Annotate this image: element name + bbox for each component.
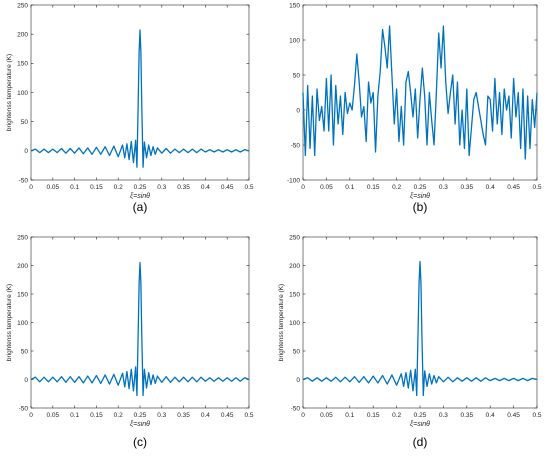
x-tick-label: 0.15 (90, 412, 103, 419)
x-tick-label: 0.35 (177, 184, 190, 191)
y-tick-label: 200 (289, 263, 300, 270)
x-tick-label: 0.2 (392, 184, 401, 191)
x-tick-label: 0.3 (157, 184, 166, 191)
y-tick-label: 50 (293, 72, 301, 79)
panel-a: 0 0.05 0.1 0.15 0.2 0.25 0.3 0.35 0.4 0.45 0.5-500… (6, 2, 254, 214)
x-tick-label: 0.35 (460, 412, 473, 419)
x-tick-label: 0.05 (46, 184, 59, 191)
x-tick-label: 0.25 (134, 412, 147, 419)
panel-caption: (a) (133, 200, 148, 214)
x-tick-label: 0 (301, 184, 305, 191)
y-tick-label: -100 (287, 177, 300, 184)
y-axis-label: brightenss temperature (K) (278, 284, 285, 361)
y-tick-label: 100 (289, 37, 300, 44)
x-tick-label: 0.25 (134, 184, 147, 191)
x-tick-label: 0.2 (114, 184, 123, 191)
x-tick-label: 0.5 (532, 412, 541, 419)
series-line (302, 25, 538, 160)
x-axis-label: ξ=sinθ (410, 193, 430, 200)
series-line (30, 261, 250, 397)
x-tick-label: 0.1 (70, 412, 79, 419)
x-tick-label: 0.5 (244, 184, 253, 191)
y-tick-label: 150 (17, 291, 28, 298)
y-tick-label: 150 (17, 61, 28, 68)
x-tick-label: 0.05 (320, 412, 333, 419)
panel-b: 0 0.05 0.1 0.15 0.2 0.25 0.3 0.35 0.4 0.45 0.5 -100… (287, 2, 542, 214)
y-tick-label: 250 (17, 2, 28, 9)
x-tick-label: 0.4 (201, 412, 210, 419)
x-tick-label: 0.3 (157, 412, 166, 419)
x-axis-label: ξ=sinθ (130, 421, 150, 428)
x-tick-label: 0.45 (221, 184, 234, 191)
panel-caption: (b) (413, 200, 428, 214)
x-tick-label: 0.2 (392, 412, 401, 419)
x-tick-label: 0.15 (367, 412, 380, 419)
x-tick-label: 0.25 (414, 184, 427, 191)
x-tick-label: 0.45 (221, 412, 234, 419)
x-tick-label: 0.25 (414, 412, 427, 419)
panel-caption: (c) (133, 435, 147, 449)
y-tick-label: -50 (291, 142, 301, 149)
x-axis-label: ξ=sinθ (130, 193, 150, 200)
x-tick-label: 0.45 (507, 412, 520, 419)
y-tick-label: 0 (24, 148, 28, 155)
panel-caption: (d) (413, 435, 428, 449)
y-tick-label: 0 (296, 377, 300, 384)
x-tick-label: 0.1 (70, 184, 79, 191)
y-tick-label: 150 (289, 291, 300, 298)
x-tick-label: 0.15 (90, 184, 103, 191)
series-line (30, 29, 250, 168)
x-tick-label: 0.4 (486, 412, 495, 419)
y-axis-label: brightenss temperature (K) (6, 284, 13, 361)
y-tick-label: 50 (21, 119, 29, 126)
x-tick-label: 0.3 (439, 184, 448, 191)
y-tick-label: -50 (291, 405, 301, 412)
y-tick-label: 100 (17, 320, 28, 327)
y-tick-label: 0 (24, 377, 28, 384)
series-line (302, 260, 538, 397)
x-axis-label: ξ=sinθ (410, 421, 430, 428)
x-tick-label: 0.05 (320, 184, 333, 191)
x-tick-label: 0.5 (244, 412, 253, 419)
y-tick-label: 0 (296, 107, 300, 114)
x-tick-label: 0.2 (114, 412, 123, 419)
x-tick-label: 0 (29, 412, 33, 419)
y-tick-label: -50 (19, 177, 29, 184)
y-tick-label: 200 (17, 31, 28, 38)
y-tick-label: 50 (293, 348, 301, 355)
y-axis-label: brightenss temperature (K) (6, 54, 13, 131)
x-tick-label: 0.4 (486, 184, 495, 191)
x-tick-label: 0.5 (532, 184, 541, 191)
y-tick-label: 250 (17, 234, 28, 241)
x-tick-label: 0.35 (177, 412, 190, 419)
y-tick-label: 100 (17, 90, 28, 97)
y-tick-label: 200 (17, 263, 28, 270)
x-tick-label: 0.1 (345, 184, 354, 191)
y-tick-label: 100 (289, 320, 300, 327)
x-tick-label: 0.35 (460, 184, 473, 191)
panel-c: 0 0.05 0.1 0.15 0.2 0.25 0.3 0.35 0.4 0.45 0.5-500… (6, 234, 254, 449)
x-tick-label: 0.3 (439, 412, 448, 419)
panel-d: 0 0.05 0.1 0.15 0.2 0.25 0.3 0.35 0.4 0.45 0.5-500… (278, 234, 542, 449)
y-tick-label: 250 (289, 234, 300, 241)
x-tick-label: 0.15 (367, 184, 380, 191)
x-tick-label: 0 (29, 184, 33, 191)
y-tick-label: -50 (19, 405, 29, 412)
y-tick-label: 150 (289, 2, 300, 9)
x-tick-label: 0 (301, 412, 305, 419)
x-tick-label: 0.05 (46, 412, 59, 419)
x-tick-label: 0.45 (507, 184, 520, 191)
x-tick-label: 0.4 (201, 184, 210, 191)
y-tick-label: 50 (21, 348, 29, 355)
x-tick-label: 0.1 (345, 412, 354, 419)
